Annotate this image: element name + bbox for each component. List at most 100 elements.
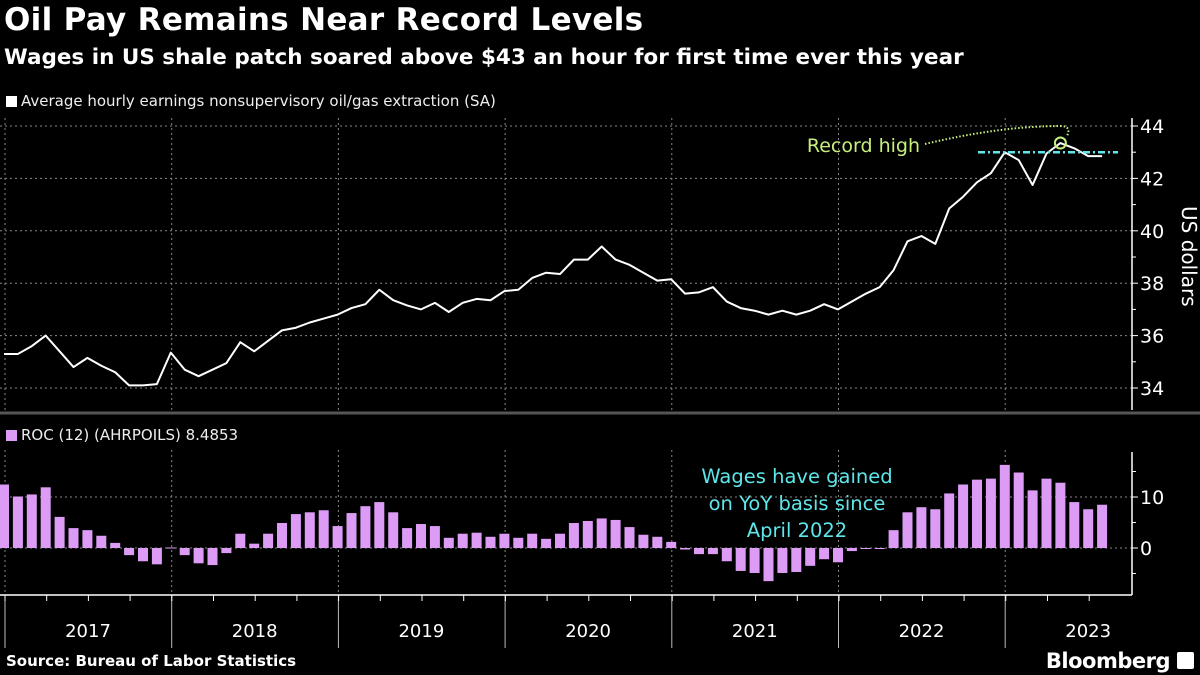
y-tick-label-top: 34 <box>1140 378 1164 400</box>
roc-bar <box>457 533 468 548</box>
roc-bar <box>958 484 969 548</box>
roc-bar <box>304 512 315 548</box>
y-tick-label-bottom: 0 <box>1140 538 1152 560</box>
roc-bar <box>666 541 677 548</box>
y-tick-label-top: 38 <box>1140 273 1164 295</box>
y-tick-label-top: 36 <box>1140 326 1164 348</box>
roc-bar <box>916 507 927 548</box>
roc-bar <box>263 533 274 548</box>
roc-bar <box>1027 490 1038 548</box>
roc-bar <box>763 548 774 582</box>
roc-bar <box>735 548 746 571</box>
roc-bar <box>638 534 649 548</box>
roc-bar <box>972 479 982 548</box>
yoy-annotation-line: on YoY basis since <box>709 492 886 515</box>
roc-bar <box>930 509 941 548</box>
y-tick-label-bottom: 10 <box>1140 487 1164 509</box>
roc-bar <box>416 524 426 548</box>
roc-bar <box>221 548 232 554</box>
x-tick-label: 2021 <box>732 621 778 642</box>
roc-bar <box>833 548 843 563</box>
roc-bar <box>568 523 579 548</box>
roc-bar <box>652 536 663 548</box>
roc-bar <box>193 548 204 564</box>
roc-bar <box>138 548 148 562</box>
roc-bar <box>610 519 621 548</box>
roc-bar <box>249 543 260 548</box>
source-note: Source: Bureau of Labor Statistics <box>6 652 297 670</box>
y-tick-label-top: 42 <box>1140 168 1164 190</box>
roc-bar <box>555 533 565 548</box>
earnings-line <box>4 142 1103 387</box>
x-tick-label: 2018 <box>232 621 278 642</box>
roc-bar <box>207 548 218 566</box>
yoy-annotation-line: April 2022 <box>747 519 847 542</box>
roc-bar <box>860 548 871 549</box>
roc-bar <box>388 512 399 548</box>
roc-bar <box>235 533 246 548</box>
yoy-annotation-line: Wages have gained <box>701 465 892 488</box>
roc-bar <box>54 516 65 548</box>
roc-bar <box>1097 504 1108 548</box>
x-tick-label: 2017 <box>65 621 111 642</box>
roc-bar <box>777 548 788 573</box>
y-tick-label-top: 40 <box>1140 221 1164 243</box>
roc-bar <box>12 496 23 548</box>
roc-bar <box>110 542 121 548</box>
record-high-marker <box>1053 136 1067 150</box>
roc-bar <box>985 478 996 548</box>
roc-bar <box>360 506 371 548</box>
roc-bar <box>471 532 482 548</box>
roc-bar <box>1041 478 1052 548</box>
roc-bar <box>40 487 51 548</box>
legend-line-label: Average hourly earnings nonsupervisory o… <box>21 92 496 110</box>
roc-bar <box>791 548 802 572</box>
roc-bar <box>624 527 635 548</box>
legend-line: Average hourly earnings nonsupervisory o… <box>6 92 496 110</box>
roc-bar <box>26 494 37 548</box>
roc-bar <box>151 548 162 565</box>
roc-bar <box>290 514 301 548</box>
roc-bar <box>721 548 732 562</box>
x-tick-label: 2023 <box>1065 621 1111 642</box>
roc-bar <box>96 535 107 548</box>
roc-bar <box>429 526 440 548</box>
roc-bar <box>165 547 176 549</box>
roc-bar <box>402 528 413 548</box>
roc-bar <box>819 548 830 560</box>
roc-bar <box>596 518 607 548</box>
roc-bar <box>374 502 385 548</box>
roc-bar <box>749 548 760 573</box>
roc-bar <box>680 548 691 550</box>
roc-bar <box>318 510 329 548</box>
roc-bar <box>944 493 955 548</box>
roc-bar <box>805 548 816 566</box>
legend-swatch-white <box>6 95 17 107</box>
roc-bar <box>999 464 1010 548</box>
roc-bar <box>888 530 899 548</box>
roc-bar <box>1083 509 1094 548</box>
roc-bar <box>82 530 93 548</box>
roc-bar <box>846 548 857 552</box>
legend-swatch-purple <box>6 429 17 441</box>
roc-bar <box>874 548 885 549</box>
x-tick-label: 2022 <box>899 621 945 642</box>
x-tick-label: 2019 <box>398 621 444 642</box>
roc-bar <box>443 537 454 548</box>
roc-bar <box>707 548 718 555</box>
record-high-label: Record high <box>807 135 920 157</box>
record-high-leader <box>924 124 1070 145</box>
roc-bar <box>1069 502 1080 548</box>
legend-bars-label: ROC (12) (AHRPOILS) 8.4853 <box>21 426 239 444</box>
roc-bar <box>541 538 552 548</box>
roc-bar <box>499 533 510 548</box>
roc-bar <box>694 548 704 555</box>
roc-bar <box>179 548 190 556</box>
roc-bar <box>124 548 135 556</box>
roc-bar <box>332 526 343 548</box>
chart-title: Oil Pay Remains Near Record Levels <box>4 2 644 38</box>
y-tick-label-top: 44 <box>1140 116 1164 138</box>
chart-subtitle: Wages in US shale patch soared above $43… <box>4 45 964 70</box>
roc-bar <box>1013 472 1024 548</box>
bloomberg-chart-icon <box>1177 652 1194 669</box>
